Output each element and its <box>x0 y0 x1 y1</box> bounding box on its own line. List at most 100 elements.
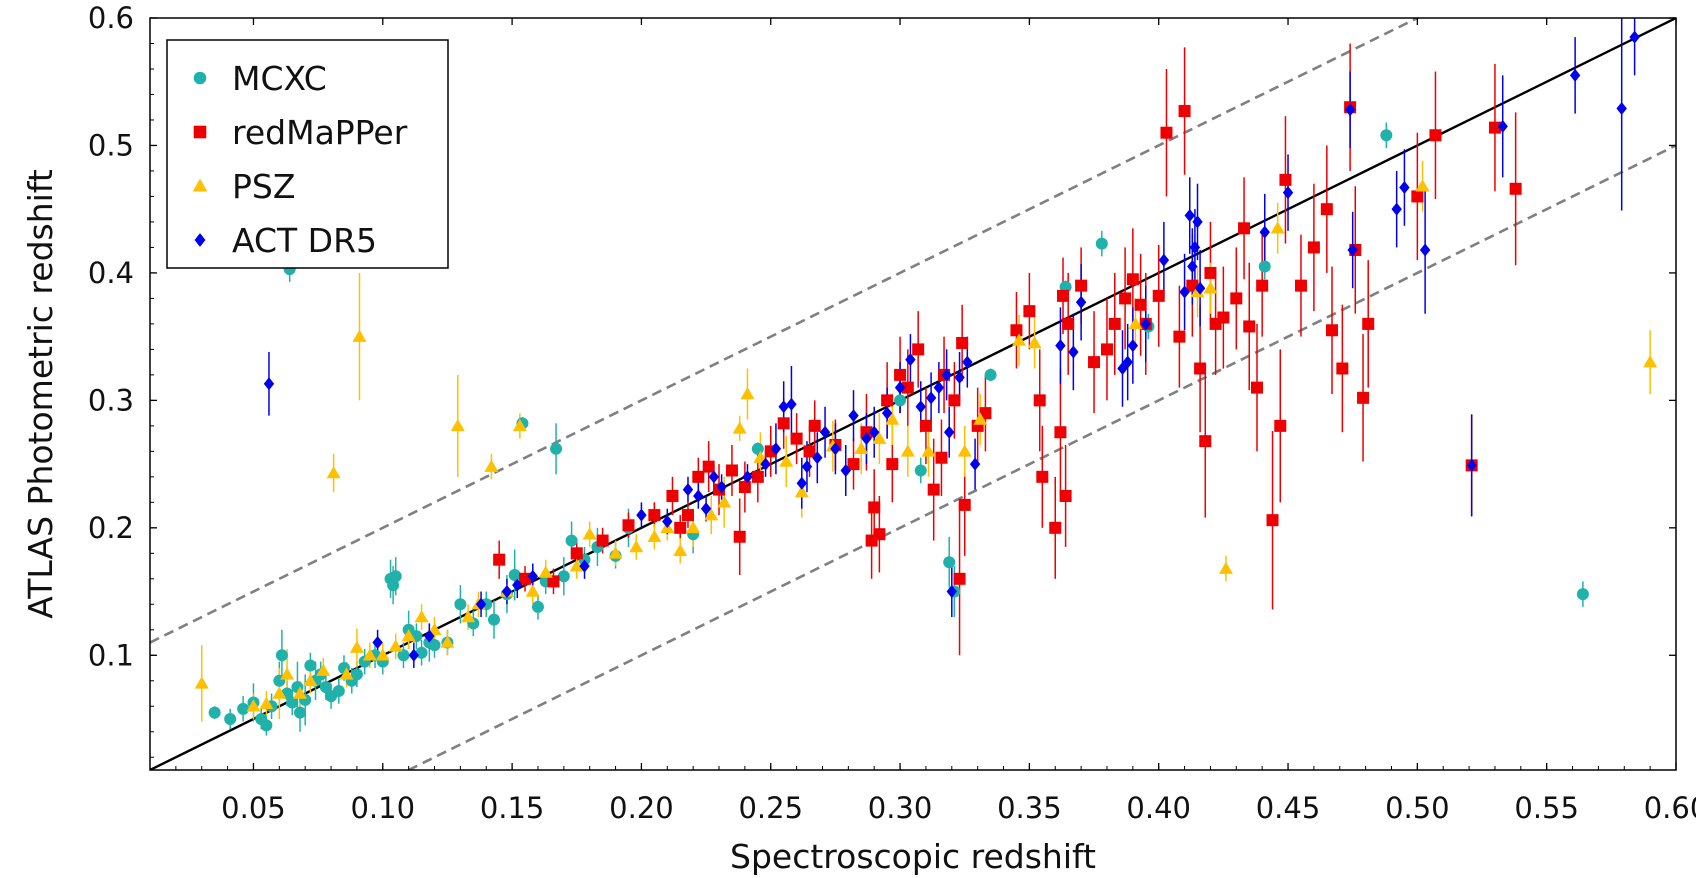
act-dr5-point <box>1391 202 1402 216</box>
act-dr5-point <box>1127 339 1139 353</box>
psz-point <box>885 412 900 425</box>
redmapper-point <box>1429 129 1442 142</box>
act-dr5-point <box>881 406 893 420</box>
act-dr5-point <box>1184 209 1195 223</box>
redmapper-point <box>1173 330 1186 343</box>
act-dr5-point <box>1068 345 1079 359</box>
redmapper-point <box>948 394 961 407</box>
act-dr5-point <box>812 451 823 465</box>
legend-marker-mcxc <box>193 71 207 85</box>
x-tick-label: 0.55 <box>1514 791 1579 825</box>
redmapper-point <box>1243 320 1256 333</box>
legend-label-redmapper: redMaPPer <box>232 113 408 152</box>
mcxc-point <box>984 368 997 381</box>
redmapper-point <box>1062 317 1075 330</box>
act-dr5-point <box>905 353 916 367</box>
redmapper-point <box>927 483 940 496</box>
legend: MCXC redMaPPer PSZ ACT DR5 <box>166 39 449 269</box>
redmapper-point <box>1488 121 1501 134</box>
y-tick-label: 0.6 <box>88 1 134 35</box>
act-dr5-point <box>915 400 926 414</box>
y-tick-label: 0.1 <box>88 638 134 672</box>
mcxc-point <box>294 706 307 719</box>
x-axis: 0.05 0.10 0.15 0.20 0.25 0.30 0.35 0.40 0.45 0.50… <box>149 18 1696 825</box>
act-dr5-point <box>1419 243 1431 257</box>
redmapper-point <box>1326 324 1339 337</box>
legend-label-mcxc: MCXC <box>232 59 327 98</box>
act-dr5-point <box>424 629 435 643</box>
act-dr5-point <box>682 483 694 497</box>
redmapper-point <box>1411 190 1424 203</box>
act-dr5-point <box>1075 295 1087 309</box>
legend-frame <box>166 39 449 269</box>
mcxc-point <box>894 394 907 407</box>
redmapper-point <box>790 432 803 445</box>
act-dr5-point <box>1187 260 1198 274</box>
act-dr5-point <box>840 463 851 477</box>
redmapper-point <box>868 501 881 514</box>
redmapper-point <box>1194 362 1207 375</box>
redmapper-point <box>1230 292 1243 305</box>
psz-point <box>900 444 915 457</box>
redmapper-point <box>681 509 694 522</box>
redmapper-point <box>1036 470 1049 483</box>
act-dr5-point <box>1466 458 1477 472</box>
mcxc-point <box>914 464 927 477</box>
psz-point <box>450 418 465 432</box>
redmapper-point <box>881 394 894 407</box>
redmapper-point <box>894 368 907 381</box>
redmapper-point <box>692 470 705 483</box>
redmapper-point <box>979 407 992 420</box>
psz-point <box>647 529 662 543</box>
psz-point <box>854 441 869 455</box>
psz-point <box>686 520 701 534</box>
psz-point <box>717 495 732 508</box>
psz-point <box>388 639 403 652</box>
mcxc-point <box>531 600 544 613</box>
mcxc-point <box>332 684 345 697</box>
redmapper-point <box>1023 305 1036 318</box>
act-dr5-point <box>941 368 952 382</box>
mcxc-point <box>454 598 467 611</box>
mcxc-point <box>389 570 402 583</box>
psz-point <box>1027 336 1042 349</box>
psz-point <box>512 418 527 432</box>
act-dr5-point <box>662 514 673 528</box>
act-dr5-point <box>944 425 955 439</box>
mcxc-point <box>237 702 250 715</box>
redmapper-point <box>1274 419 1287 432</box>
redmapper-point <box>958 498 971 511</box>
psz-point <box>293 686 308 699</box>
act-dr5-point <box>1194 281 1206 295</box>
redmapper-point <box>1294 279 1307 292</box>
act-dr5-point <box>819 425 831 439</box>
act-dr5-point <box>579 559 590 573</box>
mcxc-point <box>508 568 521 581</box>
redmapper-point <box>1075 279 1088 292</box>
mcxc-point <box>751 442 764 455</box>
psz-point <box>461 610 476 623</box>
act-dr5-point <box>1158 253 1170 267</box>
redmapper-point <box>751 470 764 483</box>
redmapper-point <box>919 419 932 432</box>
redmapper-point <box>648 509 661 522</box>
psz-point <box>375 648 390 661</box>
redmapper-point <box>666 489 679 502</box>
data-points <box>194 30 1658 732</box>
psz-point <box>259 696 274 709</box>
act-dr5-point <box>1189 240 1201 254</box>
act-dr5-point <box>1192 215 1203 229</box>
mcxc-point <box>557 570 570 583</box>
x-tick-label: 0.15 <box>480 791 545 825</box>
redmapper-point <box>1049 521 1062 534</box>
redmapper-point <box>1057 289 1070 302</box>
redmapper-point <box>912 343 925 356</box>
act-dr5-point <box>861 432 872 446</box>
mcxc-point <box>304 659 317 672</box>
act-dr5-point <box>954 370 965 384</box>
act-dr5-point <box>1055 339 1066 353</box>
redmapper-point <box>738 481 751 494</box>
mcxc-point <box>275 649 288 662</box>
mcxc-point <box>1380 129 1393 142</box>
